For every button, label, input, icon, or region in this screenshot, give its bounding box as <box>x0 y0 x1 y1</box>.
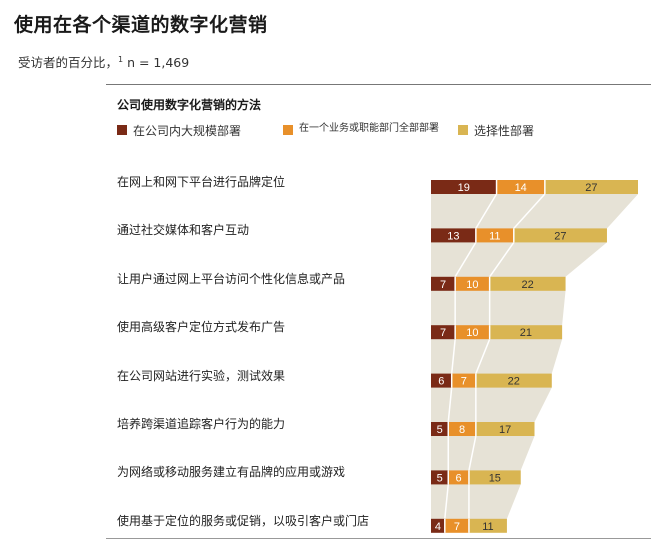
background-band <box>431 180 638 533</box>
data-label-3-series-1: 7 <box>440 327 446 339</box>
bar-0-series-3 <box>544 180 638 194</box>
segment-divider-2 <box>468 193 546 533</box>
panel-bottom-rule <box>106 538 651 539</box>
subtitle-sample-size: n = 1,469 <box>123 55 190 70</box>
bar-6-series-1 <box>431 470 449 485</box>
bar-1-series-1 <box>431 228 476 243</box>
data-label-3-series-3: 21 <box>520 327 532 339</box>
category-label-6: 为网络或移动服务建立有品牌的应用或游戏 <box>117 465 346 480</box>
data-label-7-series-3: 11 <box>482 521 493 533</box>
legend-swatch-series-1 <box>117 125 127 135</box>
category-label-1: 通过社交媒体和客户互动 <box>117 223 250 238</box>
bar-2-series-1 <box>431 276 456 291</box>
data-label-4-series-2: 7 <box>461 376 467 388</box>
data-label-4-series-1: 6 <box>438 376 444 388</box>
bar-7-series-3 <box>468 518 507 533</box>
subtitle-text: 受访者的百分比， <box>18 55 119 70</box>
page-subtitle: 受访者的百分比，1 n = 1,469 <box>18 52 189 71</box>
bar-3-series-1 <box>431 325 456 340</box>
data-label-5-series-2: 8 <box>459 424 465 436</box>
bar-6-series-2 <box>448 470 469 485</box>
bar-5-series-3 <box>475 422 535 436</box>
data-label-2-series-2: 10 <box>466 279 478 291</box>
data-label-6-series-2: 6 <box>456 472 462 484</box>
data-label-7-series-1: 4 <box>435 521 441 533</box>
data-label-1-series-3: 27 <box>554 230 566 242</box>
data-label-1-series-1: 13 <box>447 230 459 242</box>
data-label-2-series-3: 22 <box>521 279 533 291</box>
data-label-2-series-1: 7 <box>440 279 446 291</box>
legend-item-series-2: 在一个业务或职能部门全部部署 <box>283 122 441 135</box>
bar-1-series-3 <box>513 228 607 243</box>
legend-label-series-1: 在公司内大规模部署 <box>133 124 242 138</box>
data-label-3-series-2: 10 <box>466 327 478 339</box>
category-label-2: 让用户通过网上平台访问个性化信息或产品 <box>117 271 346 286</box>
bar-3-series-2 <box>455 325 490 340</box>
category-label-5: 培养跨渠道追踪客户行为的能力 <box>117 417 286 431</box>
bar-2-series-3 <box>489 276 566 291</box>
data-label-5-series-3: 17 <box>499 424 511 436</box>
data-label-6-series-3: 15 <box>489 472 501 484</box>
bar-7-series-2 <box>444 518 469 533</box>
chart-legend: 在公司内大规模部署 在一个业务或职能部门全部部署 选择性部署 <box>117 122 637 152</box>
category-label-0: 在网上和网下平台进行品牌定位 <box>117 175 286 189</box>
data-label-6-series-1: 5 <box>437 472 443 484</box>
legend-label-series-2: 在一个业务或职能部门全部部署 <box>299 123 439 134</box>
bar-7-series-1 <box>431 518 445 533</box>
panel-top-rule <box>106 84 651 85</box>
legend-item-series-3: 选择性部署 <box>458 122 534 139</box>
bar-4-series-3 <box>475 373 552 388</box>
data-label-1-series-2: 11 <box>489 230 500 242</box>
legend-swatch-series-2 <box>283 125 293 135</box>
chart-title: 公司使用数字化营销的方法 <box>117 98 262 112</box>
category-label-4: 在公司网站进行实验，测试效果 <box>117 368 286 383</box>
bar-6-series-3 <box>468 470 521 485</box>
legend-item-series-1: 在公司内大规模部署 <box>117 122 241 139</box>
category-label-7: 使用基于定位的服务或促销，以吸引客户或门店 <box>117 513 370 528</box>
bar-1-series-2 <box>475 228 514 243</box>
page-title: 使用在各个渠道的数字化营销 <box>14 14 268 36</box>
data-label-4-series-3: 22 <box>508 376 520 388</box>
data-label-5-series-1: 5 <box>437 424 443 436</box>
legend-label-series-3: 选择性部署 <box>474 124 535 138</box>
bar-0-series-2 <box>496 180 545 194</box>
subtitle-footnote: 1 <box>118 54 124 64</box>
data-label-7-series-2: 7 <box>454 521 460 533</box>
category-label-3: 使用高级客户定位方式发布广告 <box>117 320 286 335</box>
data-label-0-series-3: 27 <box>585 182 597 194</box>
bar-4-series-1 <box>431 373 452 388</box>
bar-4-series-2 <box>451 373 476 388</box>
data-label-0-series-1: 19 <box>458 182 470 194</box>
segment-divider-1 <box>444 193 498 533</box>
bar-0-series-1 <box>431 180 497 194</box>
data-label-0-series-2: 14 <box>515 182 527 194</box>
bar-3-series-3 <box>489 325 563 340</box>
bar-2-series-2 <box>455 276 490 291</box>
bar-5-series-1 <box>431 422 449 436</box>
background-band-wedge <box>606 194 638 229</box>
bar-5-series-2 <box>448 422 476 436</box>
legend-swatch-series-3 <box>458 125 468 135</box>
